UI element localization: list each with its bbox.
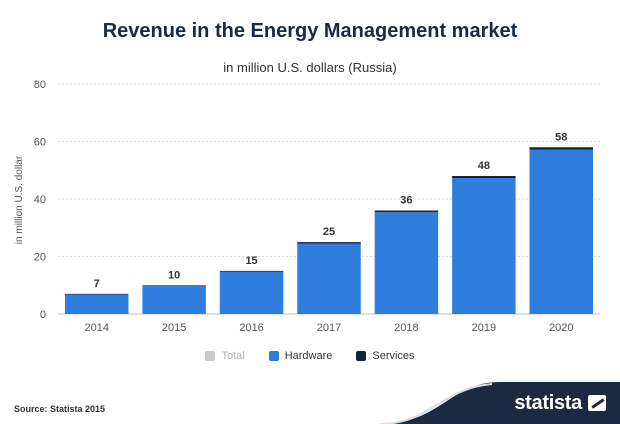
y-axis-label: in million U.S. dollar <box>14 155 25 244</box>
bar-hardware-2016[interactable] <box>219 271 284 314</box>
data-label-2014: 7 <box>94 278 100 290</box>
bar-hardware-2020[interactable] <box>529 149 594 314</box>
statista-brand[interactable]: statista <box>380 382 620 424</box>
x-tick-label-2020: 2020 <box>549 322 573 334</box>
y-tick-label: 0 <box>40 309 46 321</box>
data-label-2016: 15 <box>245 255 257 267</box>
data-label-2015: 10 <box>168 269 180 281</box>
y-tick-labels: 0 20 40 60 80 <box>34 79 46 321</box>
data-labels: 7 10 15 25 36 48 58 <box>94 131 568 290</box>
legend-item-services[interactable]: Services <box>356 350 415 362</box>
bar-chart: 0 20 40 60 80 7 10 15 25 36 48 58 2014 2015 2016 2017… <box>14 79 600 334</box>
bar-hardware-2018[interactable] <box>374 212 439 314</box>
y-tick-label: 40 <box>34 194 46 206</box>
bar-services-2016[interactable] <box>219 270 284 272</box>
legend-label-services: Services <box>372 350 415 362</box>
data-label-2019: 48 <box>478 160 490 172</box>
bar-services-2019[interactable] <box>452 176 516 179</box>
brand-wordmark: statista <box>514 392 582 414</box>
bar-services-2017[interactable] <box>297 242 361 244</box>
x-tick-label-2018: 2018 <box>394 322 418 334</box>
x-tick-label-2014: 2014 <box>84 322 108 334</box>
legend-item-hardware[interactable]: Hardware <box>268 350 333 362</box>
bar-hardware-2017[interactable] <box>297 243 361 314</box>
x-tick-label-2017: 2017 <box>317 322 341 334</box>
x-tick-label-2019: 2019 <box>472 322 496 334</box>
bar-services-2018[interactable] <box>374 210 439 213</box>
legend-item-total[interactable]: Total <box>205 350 245 362</box>
chart-title: Revenue in the Energy Management market <box>102 20 518 42</box>
source-text: Source: Statista 2015 <box>14 404 106 414</box>
bar-hardware-2014[interactable] <box>64 294 129 314</box>
data-label-2020: 58 <box>555 131 567 143</box>
data-label-2017: 25 <box>323 226 335 238</box>
bar-services-2015[interactable] <box>142 285 206 286</box>
x-tick-labels: 2014 2015 2016 2017 2018 2019 2020 <box>84 322 573 334</box>
bar-services-2020[interactable] <box>529 147 594 150</box>
legend-swatch-hardware <box>268 351 279 361</box>
legend: Total Hardware Services <box>0 350 620 362</box>
brand-background <box>380 382 620 424</box>
x-tick-label-2016: 2016 <box>239 322 263 334</box>
legend-swatch-services <box>356 351 367 361</box>
bar-services-2014[interactable] <box>64 293 129 295</box>
legend-swatch-total <box>205 351 216 361</box>
legend-label-hardware: Hardware <box>284 350 333 362</box>
y-tick-label: 80 <box>34 79 46 91</box>
bars <box>64 147 594 314</box>
legend-label-total: Total <box>221 350 245 362</box>
statista-logo-icon <box>588 395 606 411</box>
y-tick-label: 60 <box>34 137 46 149</box>
chart-subtitle: in million U.S. dollars (Russia) <box>223 60 397 75</box>
bar-hardware-2015[interactable] <box>142 285 206 314</box>
data-label-2018: 36 <box>400 195 412 207</box>
bar-hardware-2019[interactable] <box>452 178 516 314</box>
footer: Source: Statista 2015 statista <box>0 382 620 424</box>
x-tick-label-2015: 2015 <box>162 322 186 334</box>
y-tick-label: 20 <box>34 252 46 264</box>
